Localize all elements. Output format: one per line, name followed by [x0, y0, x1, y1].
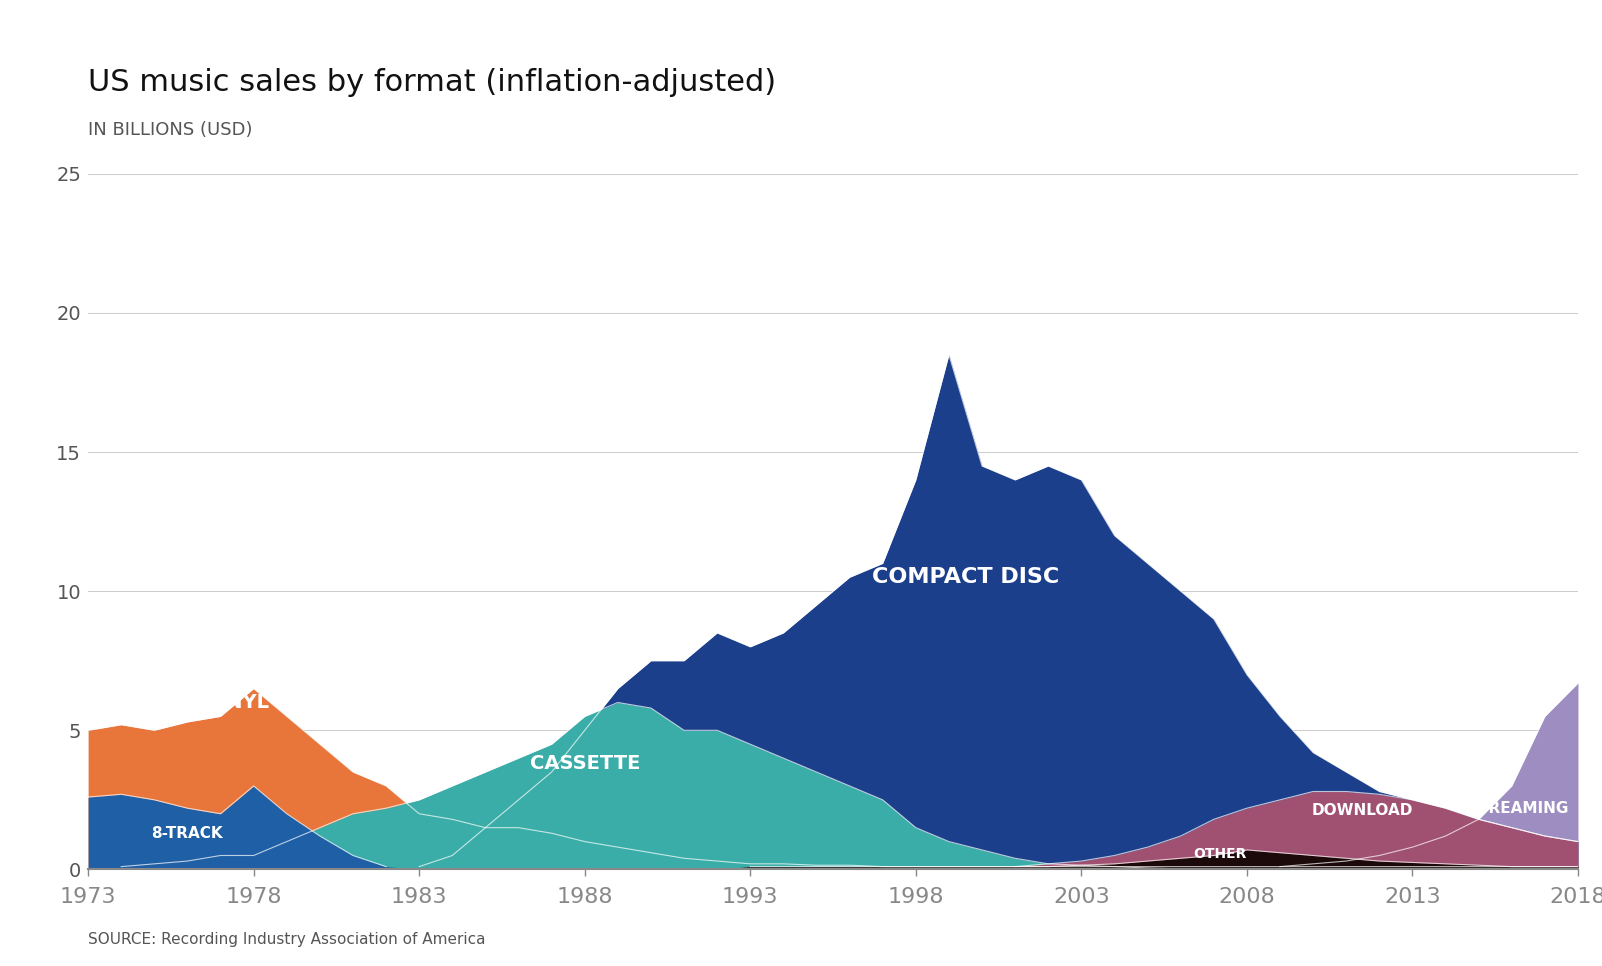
Text: 8-TRACK: 8-TRACK — [152, 826, 223, 840]
Text: US music sales by format (inflation-adjusted): US music sales by format (inflation-adju… — [88, 68, 777, 97]
Text: IN BILLIONS (USD): IN BILLIONS (USD) — [88, 121, 253, 139]
Text: VINYL: VINYL — [205, 693, 269, 712]
Text: STREAMING: STREAMING — [1467, 801, 1568, 815]
Text: SOURCE: Recording Industry Association of America: SOURCE: Recording Industry Association o… — [88, 931, 485, 947]
Text: OTHER: OTHER — [1193, 847, 1246, 861]
Text: CASSETTE: CASSETTE — [530, 754, 639, 773]
Text: COMPACT DISC: COMPACT DISC — [871, 567, 1059, 587]
Text: DOWNLOAD: DOWNLOAD — [1312, 804, 1413, 818]
